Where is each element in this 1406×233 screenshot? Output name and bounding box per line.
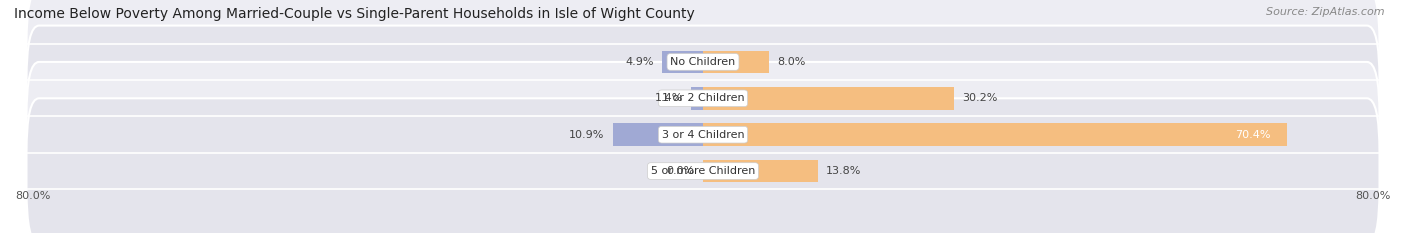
Text: 30.2%: 30.2% [962, 93, 997, 103]
Text: 8.0%: 8.0% [778, 57, 806, 67]
Bar [703, 160, 817, 182]
Text: 5 or more Children: 5 or more Children [651, 166, 755, 176]
Bar [662, 51, 703, 73]
Text: 13.8%: 13.8% [825, 166, 862, 176]
Text: 10.9%: 10.9% [569, 130, 605, 140]
FancyBboxPatch shape [27, 0, 1379, 135]
Text: 0.0%: 0.0% [666, 166, 695, 176]
Text: 1.4%: 1.4% [655, 93, 683, 103]
Text: 1 or 2 Children: 1 or 2 Children [662, 93, 744, 103]
Text: 80.0%: 80.0% [15, 191, 51, 201]
Text: 70.4%: 70.4% [1236, 130, 1271, 140]
FancyBboxPatch shape [27, 62, 1379, 207]
Bar [613, 123, 703, 146]
FancyBboxPatch shape [27, 98, 1379, 233]
Bar [692, 87, 703, 110]
Bar [703, 123, 1288, 146]
Bar [703, 87, 953, 110]
Text: 80.0%: 80.0% [1355, 191, 1391, 201]
Bar [703, 51, 769, 73]
Text: Source: ZipAtlas.com: Source: ZipAtlas.com [1267, 7, 1385, 17]
Text: No Children: No Children [671, 57, 735, 67]
Text: Income Below Poverty Among Married-Couple vs Single-Parent Households in Isle of: Income Below Poverty Among Married-Coupl… [14, 7, 695, 21]
FancyBboxPatch shape [27, 26, 1379, 171]
Text: 4.9%: 4.9% [626, 57, 654, 67]
Text: 3 or 4 Children: 3 or 4 Children [662, 130, 744, 140]
